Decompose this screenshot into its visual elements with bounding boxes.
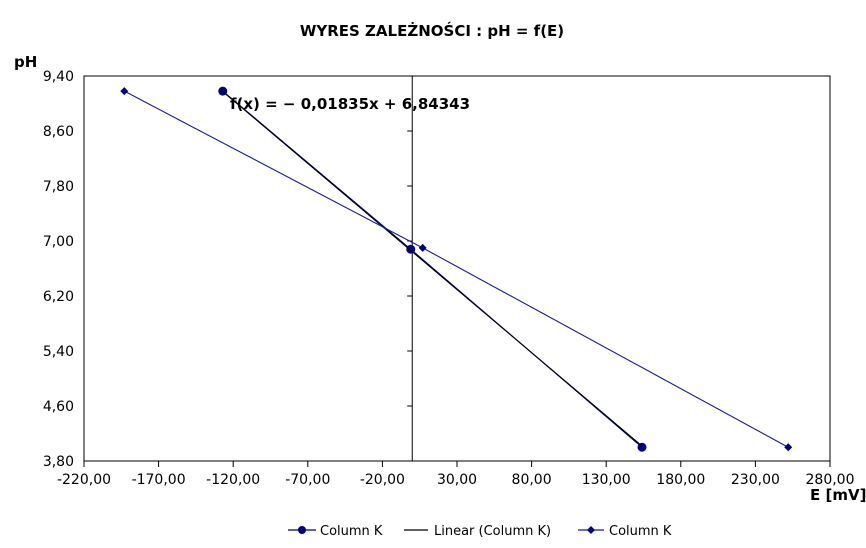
- x-tick-label: 130,00: [582, 472, 631, 488]
- x-tick-label: 30,00: [437, 472, 477, 488]
- data-point-circle: [637, 442, 647, 452]
- x-tick-label: 80,00: [512, 472, 552, 488]
- x-tick-label: -70,00: [285, 472, 330, 488]
- legend-label-column-k-2: Column K: [609, 524, 672, 539]
- y-tick-label: 7,80: [43, 179, 74, 195]
- x-tick-label: -120,00: [206, 472, 260, 488]
- legend-label-linear: Linear (Column K): [434, 524, 551, 539]
- y-axis-title: pH: [14, 53, 37, 71]
- axis-ticks: -220,00 -170,00 -120,00 -70,00 -20,00 30,00 80…: [43, 69, 855, 488]
- x-axis-title: E [mV]: [810, 486, 866, 504]
- data-point-diamond: [784, 443, 793, 452]
- chart-title: WYRES ZALEŻNOŚCI : pH = f(E): [300, 21, 564, 40]
- legend-marker-diamond: [587, 526, 595, 534]
- y-tick-label: 5,40: [43, 344, 74, 360]
- trendline-equation: f(x) = − 0,01835x + 6,84343: [230, 95, 470, 113]
- data-point-diamond: [120, 87, 129, 96]
- x-tick-label: -170,00: [132, 472, 186, 488]
- legend-marker-circle: [298, 526, 306, 534]
- y-tick-label: 3,80: [43, 454, 74, 470]
- data-point-circle: [406, 244, 416, 254]
- series-line-2: [124, 90, 789, 448]
- x-tick-label: 180,00: [656, 472, 705, 488]
- series-layer: [120, 86, 793, 452]
- data-point-diamond: [418, 243, 427, 252]
- x-tick-label: -220,00: [57, 472, 111, 488]
- y-tick-label: 9,40: [43, 69, 74, 85]
- legend: Column K Linear (Column K) Column K: [288, 524, 672, 539]
- y-tick-label: 4,60: [43, 399, 74, 415]
- series-line-1: [222, 91, 643, 447]
- plot-area: [83, 75, 831, 462]
- y-tick-label: 7,00: [43, 234, 74, 250]
- legend-label-column-k-1: Column K: [320, 524, 383, 539]
- x-tick-label: -20,00: [360, 472, 405, 488]
- y-tick-label: 6,20: [43, 289, 74, 305]
- y-tick-label: 8,60: [43, 124, 74, 140]
- x-tick-label: 230,00: [731, 472, 780, 488]
- x-tick-label: 280,00: [806, 472, 855, 488]
